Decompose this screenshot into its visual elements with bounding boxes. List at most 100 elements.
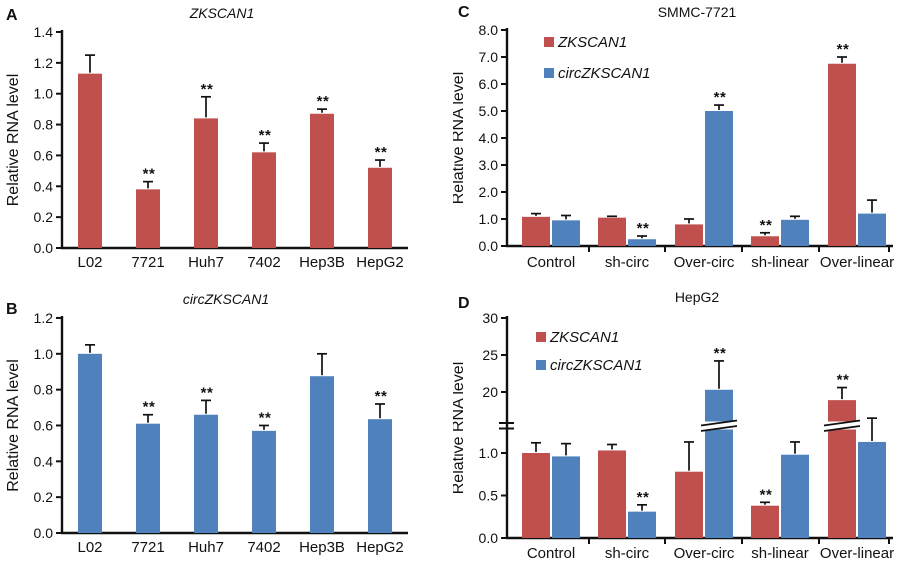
legend-label: ZKSCAN1 (557, 34, 627, 51)
x-category-label: HepG2 (356, 539, 404, 556)
bar (705, 389, 733, 538)
y-axis-label: Relative RNA level (5, 74, 22, 207)
bar (252, 152, 276, 248)
legend-swatch (536, 332, 546, 342)
y-tick-label: 20 (482, 384, 498, 400)
y-axis-label: Relative RNA level (453, 362, 467, 495)
x-category-label: Huh7 (188, 254, 224, 271)
bar-break-line (700, 425, 738, 432)
y-tick-label: 1.0 (479, 211, 499, 227)
bar (781, 219, 809, 246)
x-category-label: HepG2 (356, 254, 404, 271)
bar (552, 220, 580, 246)
y-tick-label: 0.8 (34, 117, 54, 133)
bar-break-line (700, 419, 738, 427)
x-category-label: Over-linear (820, 545, 894, 562)
bar (858, 441, 886, 538)
y-tick-label: 2.0 (479, 184, 499, 200)
legend-swatch (544, 37, 554, 47)
bar (751, 236, 779, 246)
y-tick-label: 0.6 (34, 147, 54, 163)
x-category-label: Hep3B (299, 254, 345, 271)
panel-title: SMMC-7721 (658, 4, 737, 20)
sig-marker: ** (143, 399, 156, 416)
panel-d-chart: HepG2 Relative RNA level 0.0 0.5 1.0 20 25 30 **… (453, 289, 894, 562)
y-tick-label: 1.0 (479, 445, 499, 461)
x-category-label: Over-circ (674, 254, 735, 271)
y-tick-label: 1.2 (34, 55, 54, 71)
bar (78, 353, 102, 533)
bar (675, 224, 703, 246)
y-axis-label: Relative RNA level (5, 359, 22, 492)
sig-marker: ** (760, 217, 773, 234)
bar (194, 414, 218, 533)
y-tick-label: 25 (482, 347, 498, 363)
y-tick-label: 0.8 (34, 382, 54, 398)
panel-title: HepG2 (675, 289, 720, 305)
panel-c-chart: SMMC-7721 Relative RNA level 0.0 1.0 2.0 3.0 4… (453, 4, 894, 271)
y-tick-label: 30 (482, 310, 498, 326)
bar (522, 453, 550, 538)
sig-marker: ** (714, 89, 727, 106)
x-category-label: Control (527, 254, 575, 271)
legend-swatch (536, 360, 546, 370)
legend-label: circZKSCAN1 (550, 357, 643, 374)
bar (598, 217, 626, 246)
y-tick-label: 0.4 (34, 178, 54, 194)
y-axis-label: Relative RNA level (453, 72, 467, 205)
y-tick-label: 5.0 (479, 103, 499, 119)
legend-label: ZKSCAN1 (549, 329, 619, 346)
y-tick-label: 1.2 (34, 310, 54, 326)
panel-title: circZKSCAN1 (183, 291, 269, 307)
sig-marker: ** (201, 384, 214, 401)
bar-break-line (823, 419, 861, 427)
bar (858, 213, 886, 246)
bar (598, 450, 626, 538)
legend-label: circZKSCAN1 (558, 65, 651, 82)
sig-marker: ** (837, 41, 850, 58)
x-category-label: sh-circ (605, 254, 650, 271)
x-category-label: 7721 (131, 539, 164, 556)
sig-marker: ** (259, 127, 272, 144)
y-tick-label: 1.4 (34, 24, 54, 40)
sig-marker: ** (637, 220, 650, 237)
bar-break-gap (703, 421, 735, 430)
sig-marker: ** (375, 388, 388, 405)
y-tick-label: 0.0 (34, 240, 54, 256)
bar (828, 63, 856, 246)
x-category-label: Over-linear (820, 254, 894, 271)
panel-label-c: C (458, 4, 470, 21)
y-tick-label: 0.0 (34, 525, 54, 541)
bar (628, 239, 656, 246)
bar (368, 419, 392, 533)
panel-label-a: A (6, 7, 18, 24)
y-tick-label: 6.0 (479, 76, 499, 92)
y-tick-label: 0.4 (34, 453, 54, 469)
y-tick-label: 0.2 (34, 209, 54, 225)
bar (522, 216, 550, 246)
y-tick-label: 8.0 (479, 22, 499, 38)
y-tick-label: 1.0 (34, 346, 54, 362)
x-category-label: Control (527, 545, 575, 562)
bar (781, 454, 809, 538)
x-category-label: L02 (77, 539, 102, 556)
sig-marker: ** (637, 489, 650, 506)
x-category-label: 7402 (247, 539, 280, 556)
y-tick-label: 0.5 (479, 488, 499, 504)
bar (136, 189, 160, 248)
sig-marker: ** (714, 345, 727, 362)
bar-break-line (823, 425, 861, 432)
sig-marker: ** (143, 166, 156, 183)
y-tick-label: 7.0 (479, 49, 499, 65)
y-tick-label: 0.2 (34, 489, 54, 505)
y-tick-label: 0.0 (479, 238, 499, 254)
x-category-label: Over-circ (674, 545, 735, 562)
y-tick-label: 1.0 (34, 86, 54, 102)
x-category-label: sh-circ (605, 545, 650, 562)
bar (136, 423, 160, 533)
bar (310, 113, 334, 248)
bar (552, 456, 580, 538)
x-category-label: L02 (77, 254, 102, 271)
bar (675, 471, 703, 538)
